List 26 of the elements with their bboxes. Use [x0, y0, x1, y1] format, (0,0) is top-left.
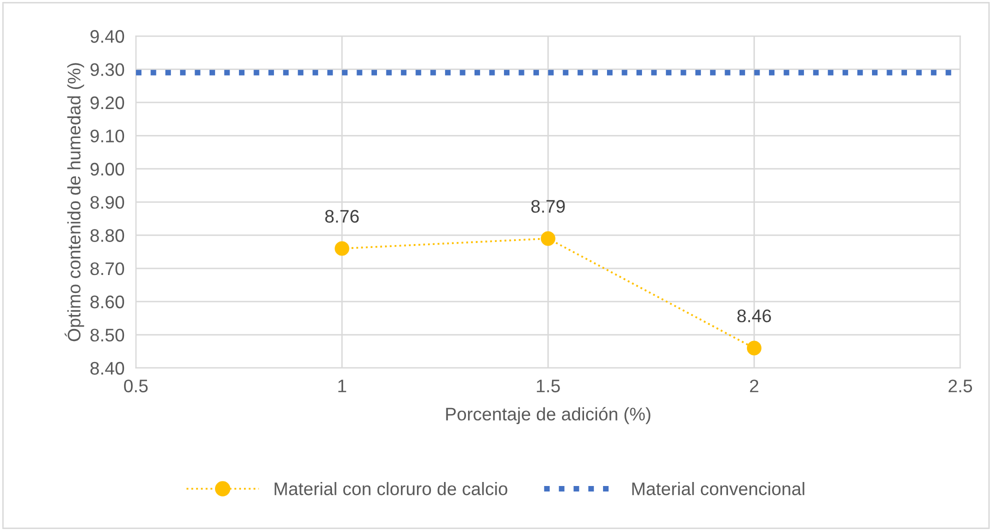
point — [334, 241, 350, 256]
y-tick-label: 8.70 — [90, 262, 124, 276]
y-axis-title: Óptimo contenido de humedad (%) — [64, 63, 84, 342]
x-tick-label: 2 — [750, 380, 758, 392]
data-label: 8.76 — [325, 210, 359, 223]
point — [540, 231, 556, 246]
y-tick-label: 9.10 — [90, 130, 124, 142]
data-label: 8.79 — [531, 200, 565, 213]
data-label: 8.46 — [737, 309, 771, 322]
y-tick-label: 8.80 — [90, 229, 124, 242]
y-tick-label: 9.00 — [90, 162, 124, 176]
point — [746, 340, 762, 356]
x-tick-label: 1.5 — [536, 380, 560, 392]
y-tick-label: 8.40 — [90, 362, 124, 375]
y-tick-label: 8.50 — [90, 328, 124, 342]
x-tick-label: 2.5 — [948, 380, 972, 392]
y-tick-label: 8.60 — [90, 296, 124, 308]
x-axis-title: Porcentaje de adición (%) — [446, 407, 650, 424]
y-tick-label: 9.40 — [90, 30, 124, 43]
y-tick-label: 8.90 — [90, 196, 124, 209]
y-tick-label: 9.30 — [90, 63, 124, 76]
legend-label: Material con cloruro de calcio — [274, 482, 508, 496]
x-tick-label: 1 — [338, 380, 346, 392]
y-tick-label: 9.20 — [90, 96, 124, 110]
legend-label: Material convencional — [632, 482, 804, 496]
x-tick-label: 0.5 — [124, 380, 148, 392]
